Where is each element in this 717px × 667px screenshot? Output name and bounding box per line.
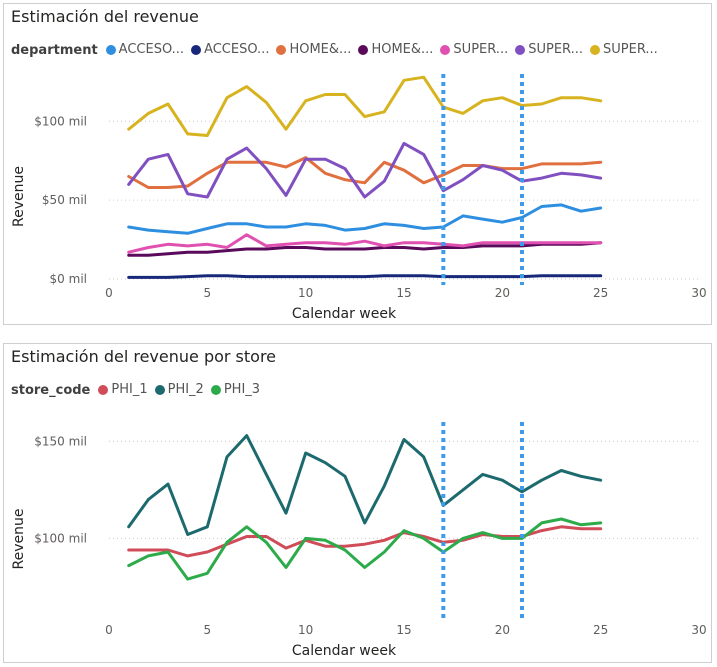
legend-title: store_code [11, 382, 91, 398]
series-line [127, 434, 603, 536]
x-axis-title: Calendar week [292, 306, 397, 322]
series-line [127, 203, 603, 235]
revenue-by-store-panel: Estimación del revenue por store store_c… [3, 343, 712, 663]
series-line [127, 156, 603, 189]
legend-label: PHI_2 [167, 382, 204, 397]
x-tick-label: 15 [396, 623, 411, 637]
x-tick-label: 10 [298, 286, 313, 300]
legend-items: PHI_1 PHI_2 PHI_3 [98, 382, 267, 399]
chart-title: Estimación del revenue por store [11, 347, 277, 366]
legend-label: SUPER... [453, 42, 509, 57]
legend-items: ACCESO... ACCESO... HOME&... HOME&... SUPER.… [105, 42, 665, 59]
legend-label: SUPER... [528, 42, 584, 57]
legend-marker [105, 44, 116, 55]
series-line [127, 75, 603, 137]
legend-label: PHI_3 [223, 382, 261, 397]
chart-title: Estimación del revenue [11, 7, 199, 26]
legend-label: HOME&... [289, 42, 352, 57]
legend: department ACCESO... ACCESO... HOME&... HOM… [11, 42, 665, 59]
x-tick-label: 15 [396, 286, 411, 300]
legend-marker [590, 44, 601, 55]
y-axis-title: Revenue [11, 509, 27, 570]
x-tick-label: 20 [495, 623, 510, 637]
legend-label: PHI_1 [111, 382, 148, 397]
legend-title: department [11, 42, 98, 58]
legend-marker [358, 44, 369, 55]
x-tick-label: 25 [593, 623, 608, 637]
legend-marker [154, 384, 165, 395]
legend-marker [276, 44, 287, 55]
x-axis-title: Calendar week [292, 643, 397, 659]
legend-marker [98, 384, 109, 395]
y-axis-title: Revenue [11, 166, 27, 227]
legend-item[interactable]: ACCESO... [191, 42, 269, 57]
series-line [127, 517, 603, 581]
y-tick-label: $50 mil [42, 193, 87, 207]
legend-item[interactable]: PHI_1 [98, 382, 148, 397]
legend-item[interactable]: SUPER... [440, 42, 508, 57]
series-line [127, 141, 603, 199]
x-tick-label: 25 [593, 286, 608, 300]
legend-item[interactable]: PHI_2 [154, 382, 204, 397]
x-tick-label: 30 [691, 286, 706, 300]
y-tick-label: $0 mil [50, 272, 87, 286]
legend-marker [191, 44, 202, 55]
legend-item[interactable]: PHI_3 [210, 382, 261, 397]
y-tick-label: $100 mil [34, 114, 87, 128]
legend-label: ACCESO... [118, 42, 185, 57]
y-tick-label: $100 mil [34, 531, 87, 545]
legend-label: HOME&... [371, 42, 434, 57]
x-tick-label: 0 [105, 623, 113, 637]
series-line [127, 274, 603, 279]
legend-item[interactable]: HOME&... [276, 42, 351, 57]
x-tick-label: 5 [204, 286, 212, 300]
x-tick-label: 30 [691, 623, 706, 637]
y-tick-label: $150 mil [34, 434, 87, 448]
x-tick-label: 5 [204, 623, 212, 637]
x-tick-label: 10 [298, 623, 313, 637]
x-tick-label: 0 [105, 286, 113, 300]
line-chart: $0 mil $50 mil $100 mil 0 5 10 15 20 25 30 Calenda… [11, 74, 707, 322]
legend-marker [440, 44, 451, 55]
legend-item[interactable]: SUPER... [590, 42, 658, 57]
legend: store_code PHI_1 PHI_2 PHI_3 [11, 382, 267, 399]
legend-item[interactable]: SUPER... [515, 42, 583, 57]
line-chart: $100 mil $150 mil 0 5 10 15 20 25 30 Calendar wee… [11, 422, 707, 659]
legend-marker [515, 44, 526, 55]
legend-item[interactable]: ACCESO... [105, 42, 185, 57]
legend-item[interactable]: HOME&... [358, 42, 433, 57]
x-tick-label: 20 [495, 286, 510, 300]
revenue-by-department-panel: Estimación del revenue department ACCESO… [3, 3, 712, 325]
legend-label: ACCESO... [204, 42, 270, 57]
legend-label: SUPER... [603, 42, 658, 57]
legend-marker [210, 384, 221, 395]
